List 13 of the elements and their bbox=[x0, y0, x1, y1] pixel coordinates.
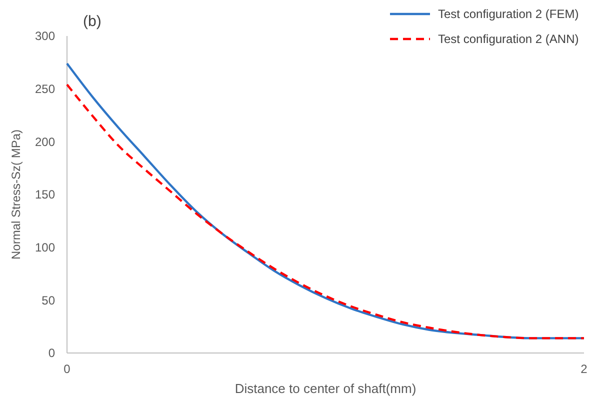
legend-label: Test configuration 2 (ANN) bbox=[438, 32, 579, 46]
y-tick-label: 300 bbox=[34, 29, 56, 44]
chart-title: (b) bbox=[83, 13, 102, 30]
y-tick-label: 150 bbox=[34, 188, 56, 202]
y-tick-label: 100 bbox=[34, 240, 56, 255]
y-axis-title: Normal Stress-Sz( MPa) bbox=[9, 129, 23, 260]
x-tick-label: 2 bbox=[580, 362, 588, 376]
y-tick-label: 200 bbox=[34, 134, 56, 149]
x-axis-title: Distance to center of shaft(mm) bbox=[234, 381, 416, 396]
legend-label: Test configuration 2 (FEM) bbox=[438, 7, 579, 22]
y-tick-label: 250 bbox=[34, 82, 56, 96]
y-tick-label: 50 bbox=[42, 293, 56, 308]
y-tick-label: 0 bbox=[48, 346, 56, 360]
